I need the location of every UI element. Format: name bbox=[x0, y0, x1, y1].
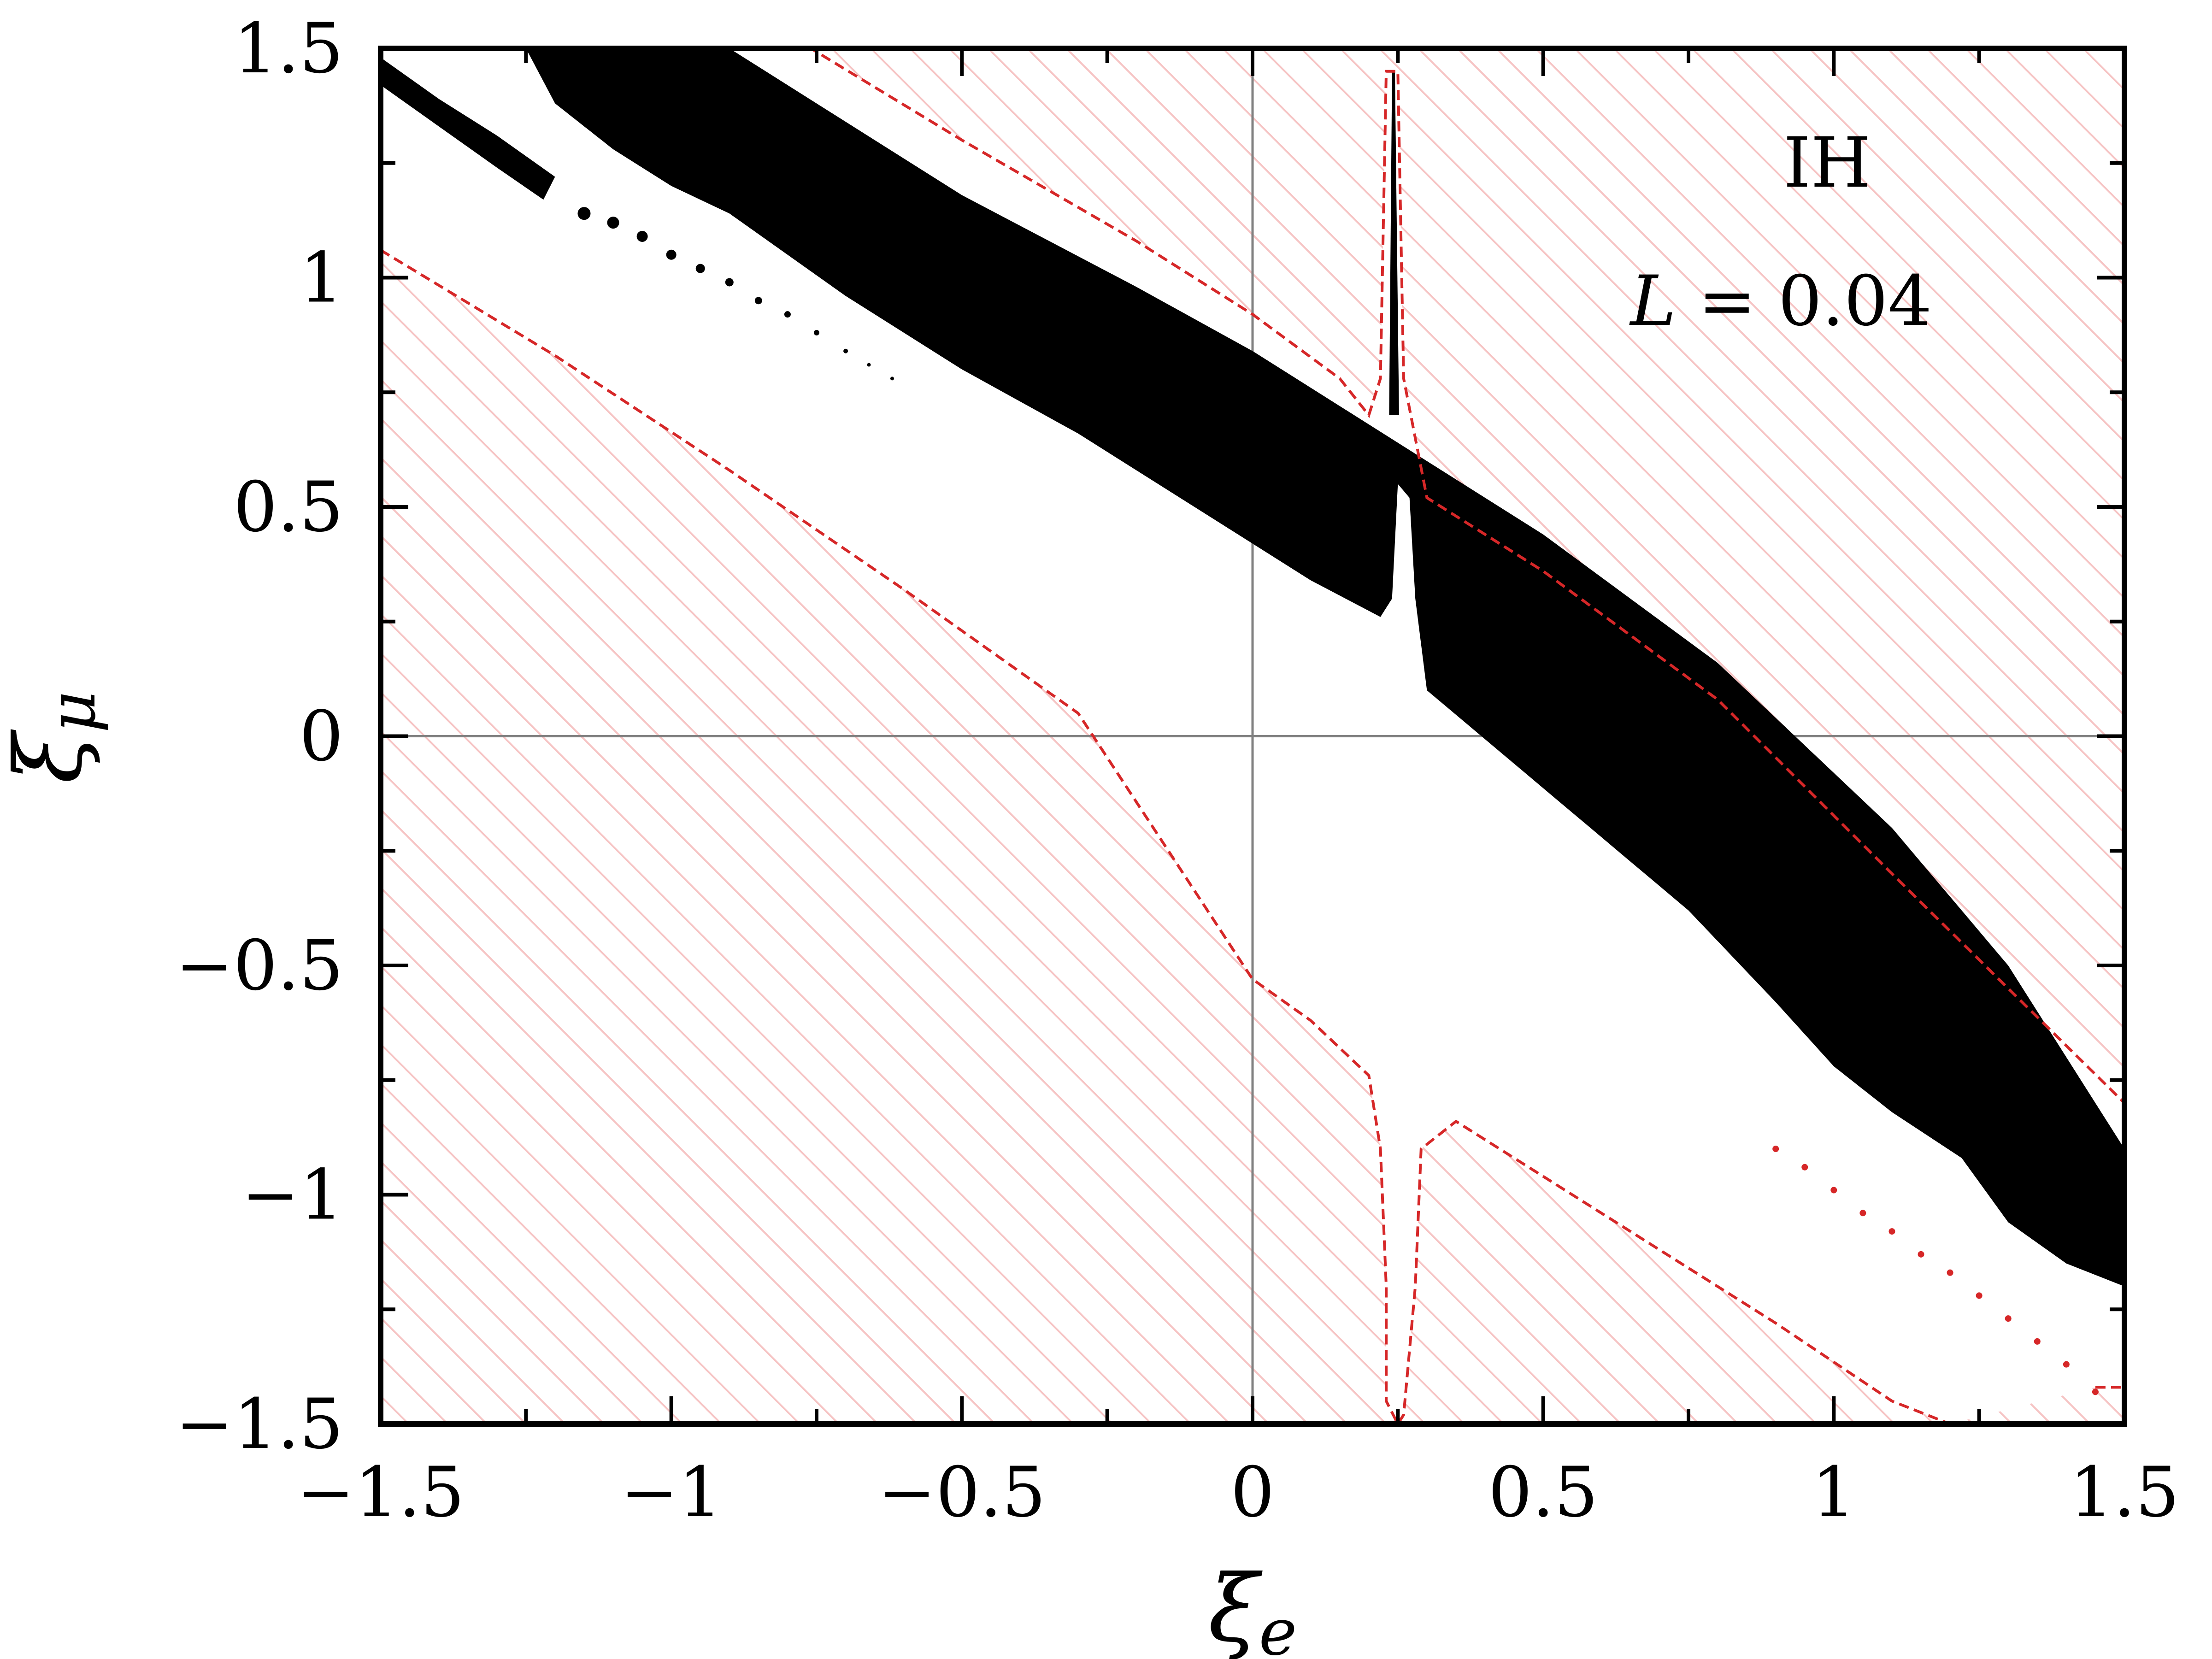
allowed-dot bbox=[607, 217, 619, 229]
x-axis-label-sub: e bbox=[1259, 1595, 1297, 1659]
plot-frame bbox=[378, 46, 2127, 1427]
upper-boundary-line bbox=[381, 48, 2124, 1104]
boundary-dot bbox=[1859, 1210, 1866, 1217]
y-axis-label: ξμ bbox=[0, 691, 110, 783]
allowed-dot bbox=[784, 311, 791, 318]
annotation-L-var: L bbox=[1629, 261, 1677, 341]
boundary-dot bbox=[2034, 1338, 2041, 1345]
y-axis-label-symbol: ξ bbox=[0, 729, 103, 784]
allowed-dot bbox=[666, 249, 677, 260]
x-tick-label: −0.5 bbox=[878, 1453, 1046, 1533]
boundary-dot bbox=[1830, 1187, 1837, 1194]
allowed-dot bbox=[725, 278, 734, 287]
x-tick-label: 0.5 bbox=[1488, 1453, 1598, 1533]
x-tick-label: 0 bbox=[1230, 1453, 1274, 1533]
boundary-dot bbox=[1976, 1292, 1983, 1299]
allowed-dot bbox=[867, 363, 871, 367]
x-tick-label: −1.5 bbox=[297, 1453, 465, 1533]
lower-boundary-line bbox=[381, 249, 1951, 1424]
y-tick-label: −1.5 bbox=[176, 1384, 343, 1465]
boundary-dot bbox=[2005, 1315, 2012, 1322]
y-tick-label: 0 bbox=[300, 697, 343, 777]
x-tick-label: 1 bbox=[1812, 1453, 1856, 1533]
allowed-dot bbox=[577, 207, 591, 220]
boundary-dot bbox=[2092, 1388, 2099, 1395]
allowed-dot bbox=[890, 377, 894, 381]
boundary-dot bbox=[1918, 1251, 1924, 1258]
plot-area bbox=[381, 48, 2124, 1424]
allowed-dot bbox=[636, 230, 648, 242]
boundary-lines bbox=[381, 48, 2124, 1424]
boundary-dot bbox=[1888, 1228, 1895, 1235]
annotation-L: L = 0.04 bbox=[1629, 261, 1932, 341]
x-axis-label: ξe bbox=[1208, 1555, 1297, 1659]
y-tick-label: 1.5 bbox=[233, 9, 343, 89]
annotation-hierarchy: IH bbox=[1783, 123, 1871, 203]
y-tick-label: 1 bbox=[300, 238, 343, 318]
y-tick-label: −0.5 bbox=[176, 926, 343, 1006]
tick-labels: −1.5 −1 −0.5 0 0.5 1 1.5 −1.5 −1 −0.5 0 0.5 1 1.5 bbox=[176, 9, 2180, 1533]
boundary-dot bbox=[1947, 1269, 1953, 1276]
y-tick-label: 0.5 bbox=[233, 467, 343, 547]
y-axis-label-sub: μ bbox=[35, 691, 110, 733]
allowed-dot bbox=[695, 264, 705, 273]
allowed-spike bbox=[1389, 71, 1399, 416]
allowed-dot bbox=[814, 329, 819, 335]
x-axis-label-symbol: ξ bbox=[1208, 1555, 1263, 1659]
boundary-dot bbox=[1801, 1164, 1808, 1171]
allowed-dot bbox=[754, 297, 762, 305]
x-tick-label: 1.5 bbox=[2070, 1453, 2180, 1533]
allowed-dot bbox=[843, 348, 848, 353]
main-allowed-band bbox=[526, 48, 2124, 1287]
upper-left-streak bbox=[381, 57, 555, 200]
annotation-L-eq: = 0.04 bbox=[1676, 261, 1932, 341]
allowed-black-regions bbox=[381, 48, 2124, 1287]
y-tick-label: −1 bbox=[241, 1155, 343, 1235]
boundary-dot bbox=[2063, 1361, 2070, 1368]
x-tick-label: −1 bbox=[620, 1453, 722, 1533]
boundary-dot bbox=[1772, 1146, 1779, 1152]
